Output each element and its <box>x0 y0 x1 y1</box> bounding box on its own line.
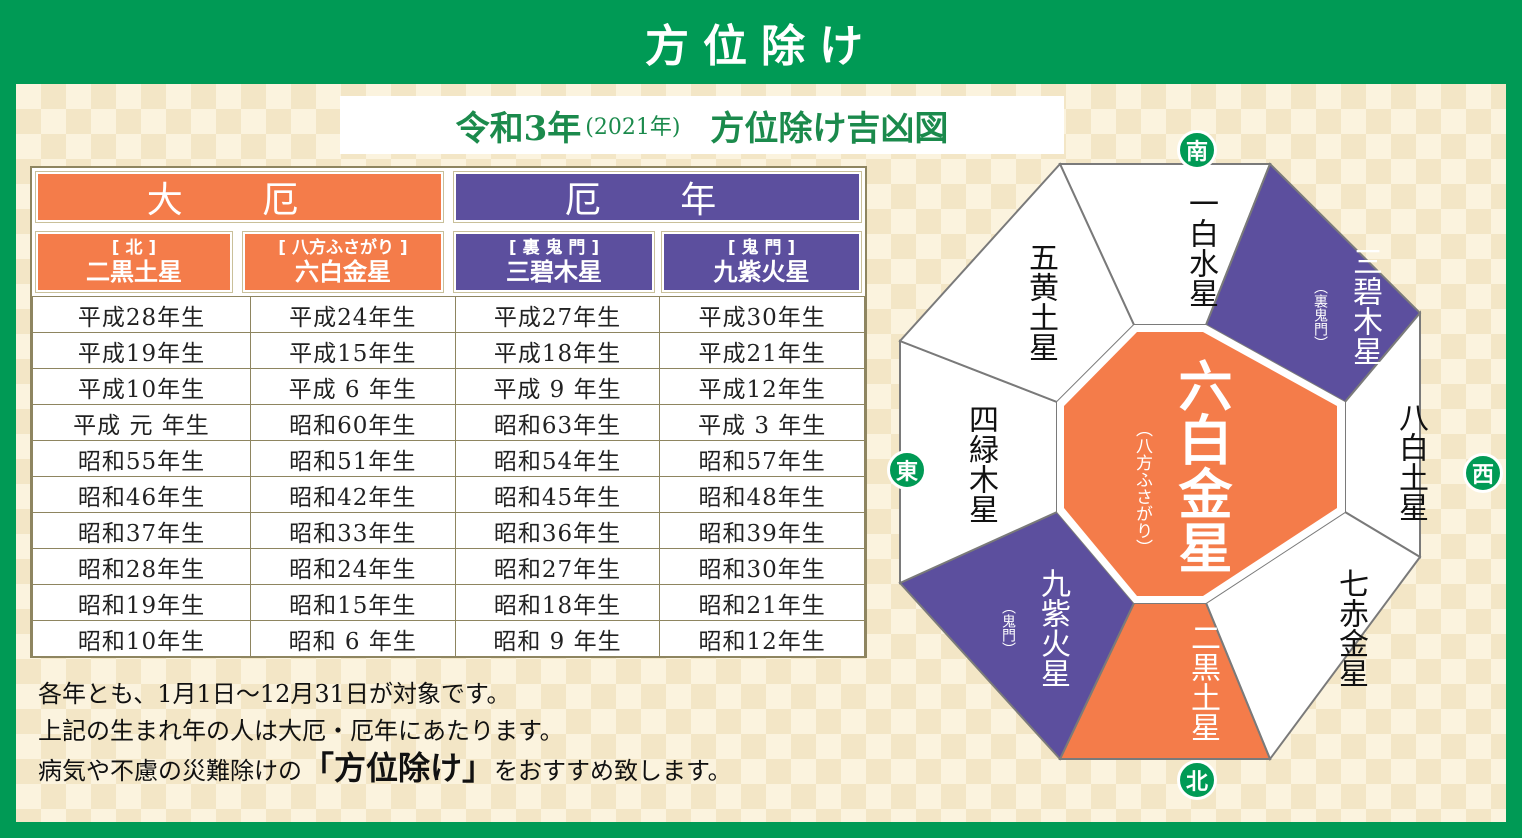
table-cell: 昭和46年生 <box>33 477 251 513</box>
table-cell: 昭和10年生 <box>33 621 251 657</box>
column-direction: [ 北 ] <box>112 238 156 258</box>
label-north: 二黒土星 <box>1180 622 1224 742</box>
table-cell: 昭和27年生 <box>455 549 660 585</box>
table-cell: 平成28年生 <box>33 297 251 333</box>
label-northwest: 七赤金星 <box>1328 568 1372 688</box>
note-emphasis: 方位除け <box>334 749 462 787</box>
table-cell: 昭和21年生 <box>660 585 865 621</box>
note-line-3-post: をおすすめ致します。 <box>494 757 732 785</box>
column-direction: [ 八方ふさがり ] <box>278 238 407 258</box>
table-cell: 昭和45年生 <box>455 477 660 513</box>
column-header-urakimon: [ 裏 鬼 門 ] 三碧木星 <box>454 232 654 292</box>
table-row: 昭和37年生 昭和33年生 昭和36年生 昭和39年生 <box>33 513 865 549</box>
birth-year-grid: 平成28年生 平成24年生 平成27年生 平成30年生 平成19年生 平成15年生 平成18… <box>32 296 865 657</box>
note-line-3-pre: 病気や不慮の災難除けの <box>38 757 302 785</box>
table-cell: 昭和30年生 <box>660 549 865 585</box>
table-cell: 平成30年生 <box>660 297 865 333</box>
table-cell: 昭和63年生 <box>455 405 660 441</box>
table-cell: 昭和48年生 <box>660 477 865 513</box>
table-cell: 平成15年生 <box>250 333 455 369</box>
table-cell: 平成10年生 <box>33 369 251 405</box>
table-cell: 昭和54年生 <box>455 441 660 477</box>
note-line-2: 上記の生まれ年の人は大厄・厄年にあたります。 <box>38 713 732 750</box>
note-bracket-close: 」 <box>462 749 494 787</box>
label-south: 一白水星 <box>1178 188 1222 308</box>
table-row: 平成10年生 平成 6 年生 平成 9 年生 平成12年生 <box>33 369 865 405</box>
table-cell: 昭和24年生 <box>250 549 455 585</box>
table-cell: 昭和15年生 <box>250 585 455 621</box>
table-row: 昭和19年生 昭和15年生 昭和18年生 昭和21年生 <box>33 585 865 621</box>
table-row: 平成 元 年生 昭和60年生 昭和63年生 平成 3 年生 <box>33 405 865 441</box>
table-cell: 昭和18年生 <box>455 585 660 621</box>
label-east: 四緑木星 <box>958 404 1002 524</box>
category-taiyaku: 大 厄 <box>36 172 443 222</box>
column-direction: [ 裏 鬼 門 ] <box>509 238 599 258</box>
note-bracket-open: 「 <box>302 749 334 787</box>
direction-east-badge: 東 <box>887 450 927 490</box>
table-row: 昭和28年生 昭和24年生 昭和27年生 昭和30年生 <box>33 549 865 585</box>
table-cell: 昭和36年生 <box>455 513 660 549</box>
label-southwest-note: （裏鬼門） <box>1310 280 1330 350</box>
table-cell: 昭和57年生 <box>660 441 865 477</box>
subtitle-era: 令和3年 <box>456 101 582 150</box>
table-cell: 昭和 9 年生 <box>455 621 660 657</box>
table-row: 昭和46年生 昭和42年生 昭和45年生 昭和48年生 <box>33 477 865 513</box>
table-cell: 平成12年生 <box>660 369 865 405</box>
table-cell: 昭和 6 年生 <box>250 621 455 657</box>
column-header-happo: [ 八方ふさがり ] 六白金星 <box>243 232 443 292</box>
table-cell: 昭和37年生 <box>33 513 251 549</box>
table-cell: 平成 3 年生 <box>660 405 865 441</box>
table-cell: 昭和28年生 <box>33 549 251 585</box>
table-cell: 平成 元 年生 <box>33 405 251 441</box>
table-cell: 昭和12年生 <box>660 621 865 657</box>
label-southeast: 五黄土星 <box>1018 242 1062 362</box>
table-cell: 平成19年生 <box>33 333 251 369</box>
page-title: 方位除け <box>645 10 877 74</box>
table-cell: 平成18年生 <box>455 333 660 369</box>
label-southwest: 三碧木星 <box>1342 246 1386 366</box>
header-bar: 方位除け <box>0 0 1522 84</box>
table-cell: 平成 9 年生 <box>455 369 660 405</box>
yakudoshi-table: 大 厄 厄 年 [ 北 ] 二黒土星 [ 八方ふさがり ] 六白金星 [ 裏 鬼… <box>30 166 867 658</box>
table-cell: 昭和39年生 <box>660 513 865 549</box>
table-cell: 平成27年生 <box>455 297 660 333</box>
category-yakudoshi: 厄 年 <box>454 172 861 222</box>
table-cell: 昭和51年生 <box>250 441 455 477</box>
notes: 各年とも、1月1日～12月31日が対象です。 上記の生まれ年の人は大厄・厄年にあ… <box>38 676 732 787</box>
direction-north-badge: 北 <box>1177 760 1217 800</box>
subtitle-year: (2021年) <box>585 109 680 141</box>
direction-south-badge: 南 <box>1177 130 1217 170</box>
table-row: 平成19年生 平成15年生 平成18年生 平成21年生 <box>33 333 865 369</box>
label-northeast: 九紫火星 <box>1030 568 1074 688</box>
direction-west-badge: 西 <box>1463 453 1503 493</box>
column-header-kimon: [ 鬼 門 ] 九紫火星 <box>662 232 861 292</box>
table-cell: 平成24年生 <box>250 297 455 333</box>
label-northeast-note: （鬼門） <box>998 600 1018 656</box>
direction-diagram: 一白水星 三碧木星 （裏鬼門） 八白土星 七赤金星 二黒土星 九紫火星 （鬼門）… <box>880 110 1520 820</box>
table-cell: 平成 6 年生 <box>250 369 455 405</box>
column-star: 三碧木星 <box>506 258 602 286</box>
column-header-north: [ 北 ] 二黒土星 <box>36 232 232 292</box>
table-cell: 平成21年生 <box>660 333 865 369</box>
label-center-note: （八方ふさがり） <box>1130 420 1155 556</box>
table-cell: 昭和42年生 <box>250 477 455 513</box>
table-row: 昭和10年生 昭和 6 年生 昭和 9 年生 昭和12年生 <box>33 621 865 657</box>
table-cell: 昭和60年生 <box>250 405 455 441</box>
label-center: 六白金星 <box>1162 358 1241 574</box>
column-star: 六白金星 <box>295 258 391 286</box>
table-row: 昭和55年生 昭和51年生 昭和54年生 昭和57年生 <box>33 441 865 477</box>
label-west: 八白土星 <box>1388 402 1432 522</box>
table-cell: 昭和19年生 <box>33 585 251 621</box>
note-line-1: 各年とも、1月1日～12月31日が対象です。 <box>38 676 732 713</box>
column-direction: [ 鬼 門 ] <box>728 238 795 258</box>
column-star: 二黒土星 <box>86 258 182 286</box>
table-cell: 昭和33年生 <box>250 513 455 549</box>
note-line-3: 病気や不慮の災難除けの「方位除け」をおすすめ致します。 <box>38 750 732 787</box>
column-star: 九紫火星 <box>714 258 810 286</box>
table-cell: 昭和55年生 <box>33 441 251 477</box>
table-row: 平成28年生 平成24年生 平成27年生 平成30年生 <box>33 297 865 333</box>
